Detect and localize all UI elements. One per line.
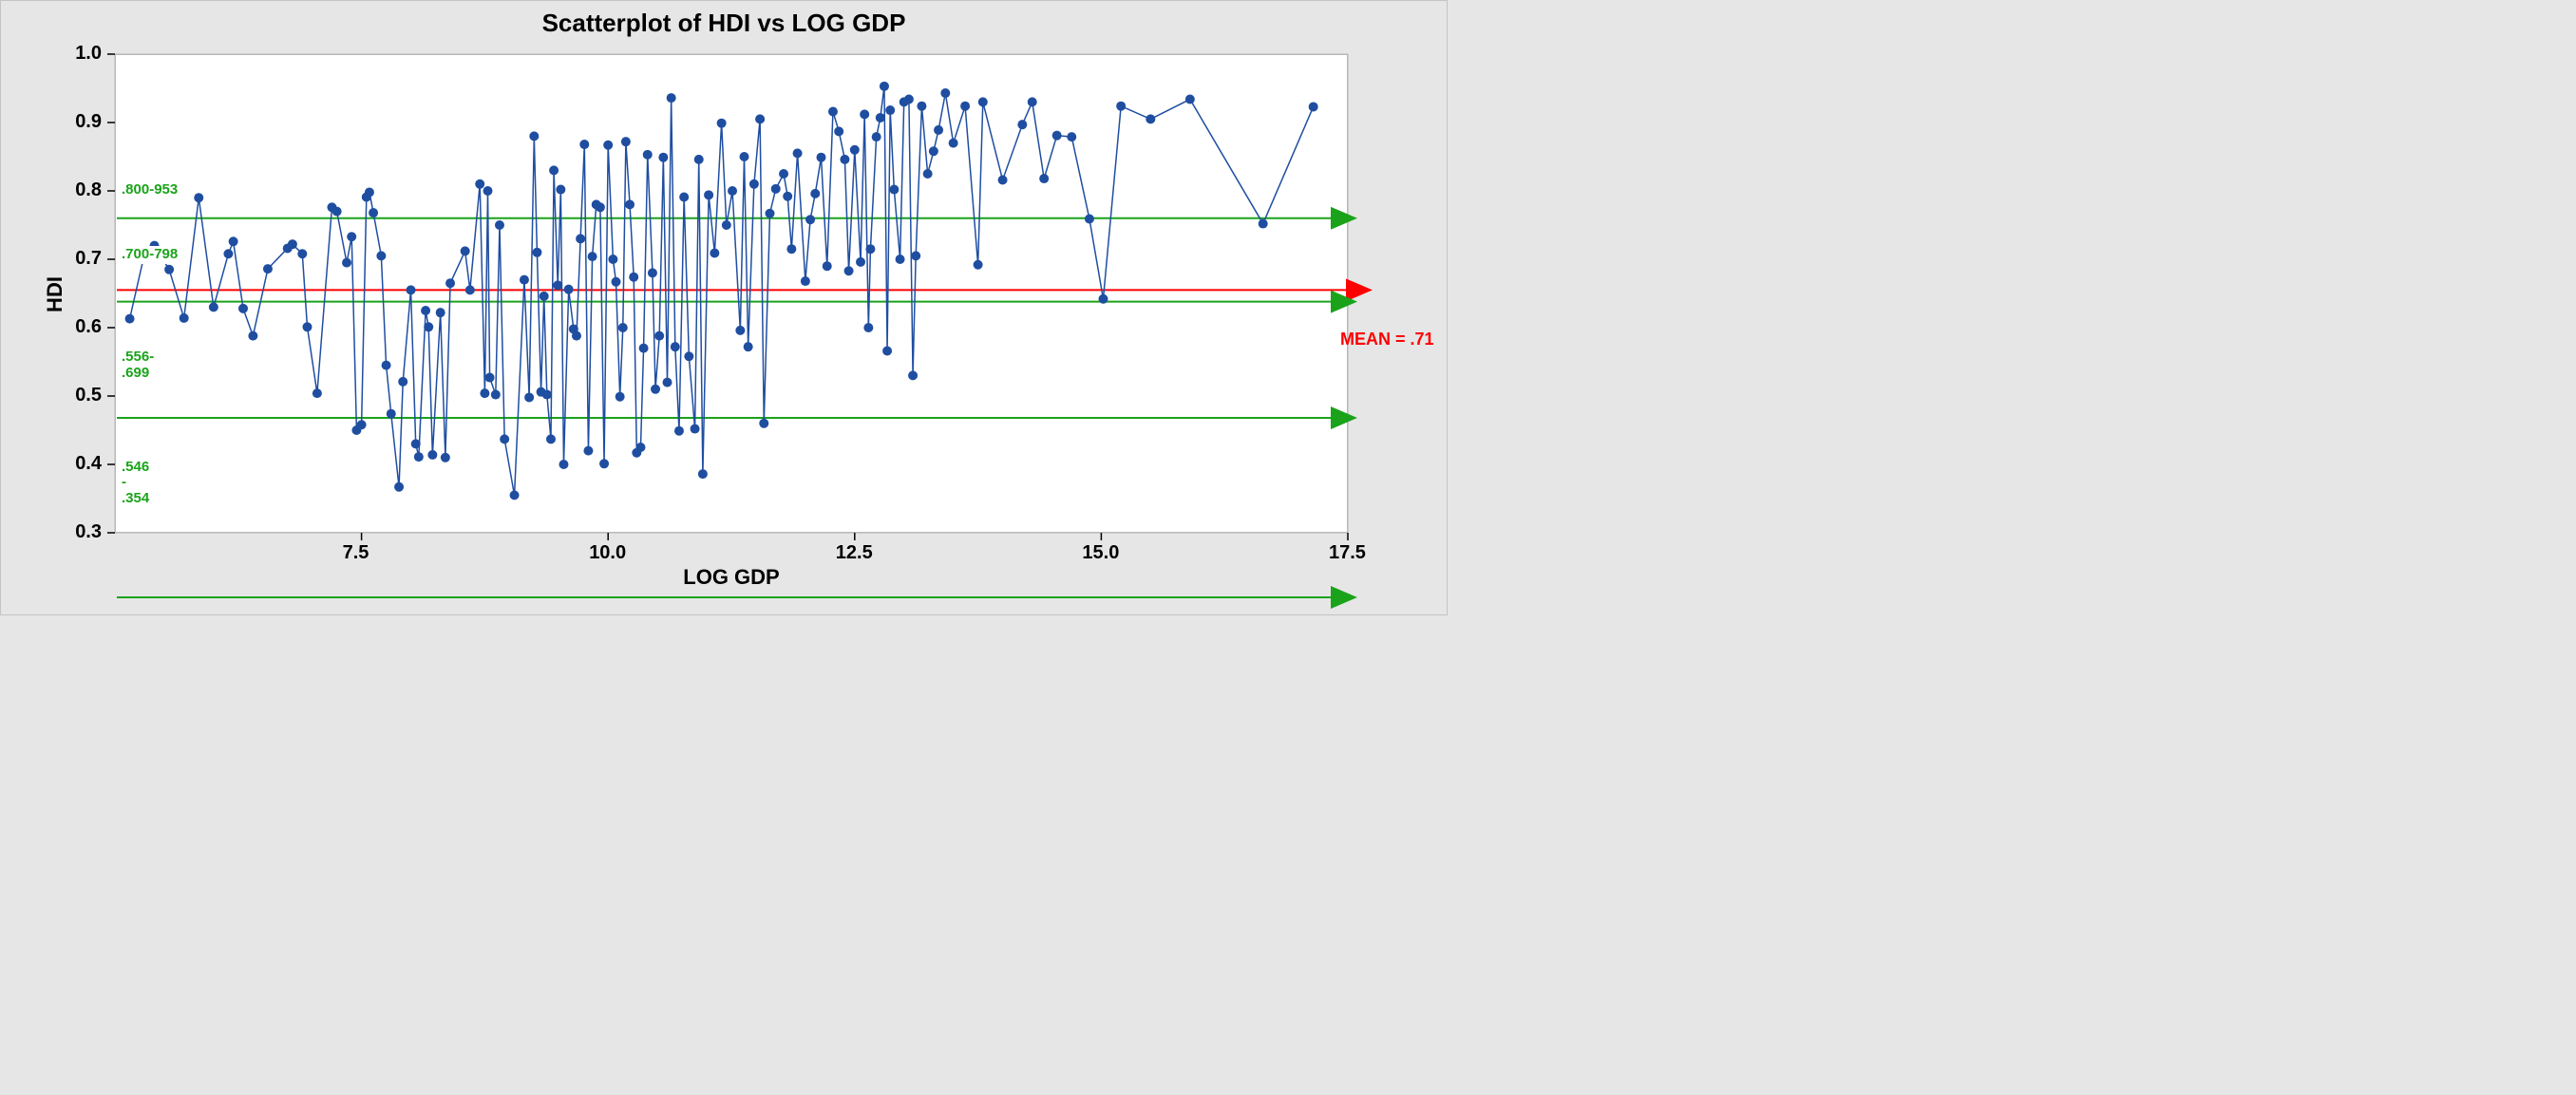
y-tick-label: 0.9 [75, 111, 102, 133]
x-tick-label: 15.0 [1082, 542, 1119, 564]
x-tick-label: 12.5 [836, 542, 873, 564]
y-tick-label: 0.8 [75, 179, 102, 201]
y-tick-label: 0.3 [75, 521, 102, 543]
chart-svg [1, 1, 1449, 616]
y-tick-label: 1.0 [75, 43, 102, 65]
range-annotation: .800-953 [119, 181, 180, 199]
y-tick-label: 0.6 [75, 316, 102, 338]
x-tick-label: 17.5 [1329, 542, 1366, 564]
y-tick-label: 0.4 [75, 453, 102, 475]
range-annotation: .700-798 [119, 246, 180, 264]
range-annotation: .556- .699 [119, 349, 157, 382]
y-tick-label: 0.5 [75, 385, 102, 406]
chart-container: Scatterplot of HDI vs LOG GDP HDI LOG GD… [0, 0, 1448, 615]
range-annotation: .546 - .354 [119, 459, 152, 508]
x-tick-label: 10.0 [589, 542, 626, 564]
x-tick-label: 7.5 [343, 542, 369, 564]
mean-annotation: MEAN = .71 [1340, 330, 1434, 349]
y-tick-label: 0.7 [75, 248, 102, 270]
